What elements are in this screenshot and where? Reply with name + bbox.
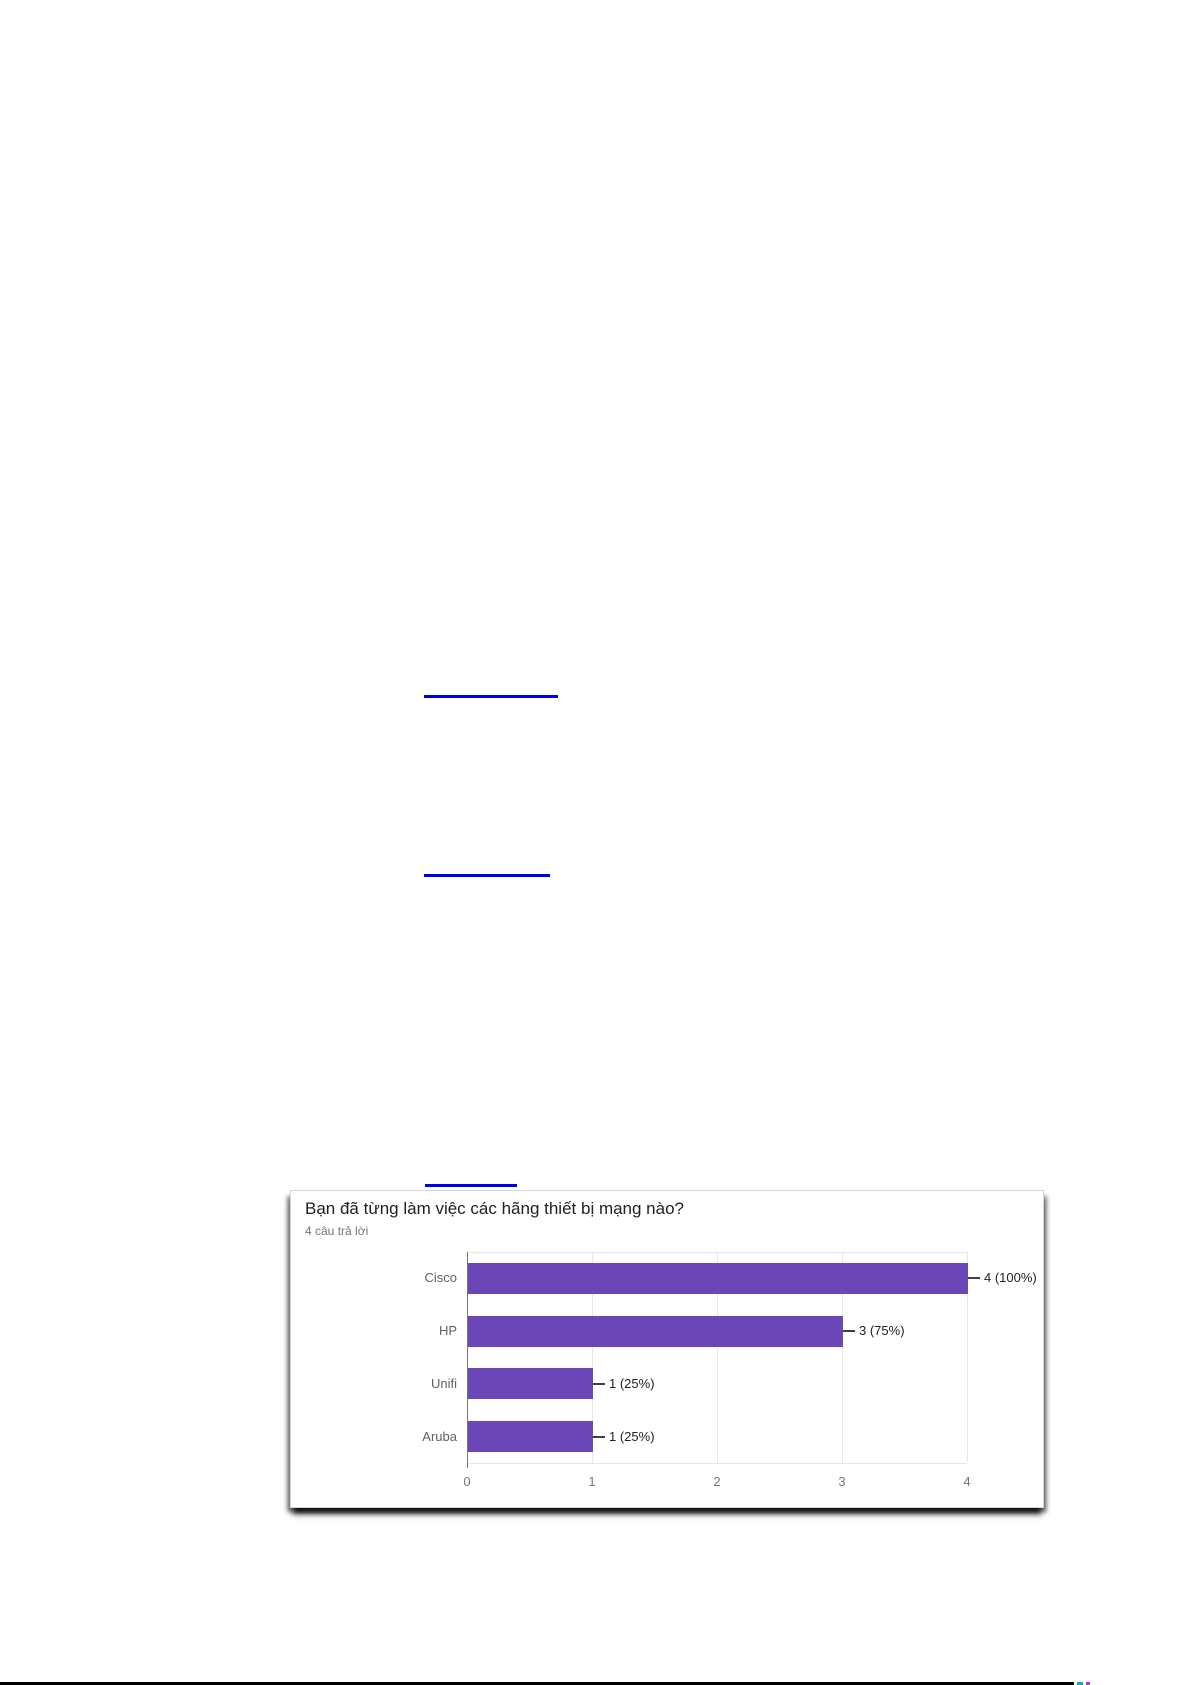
bar-unifi — [468, 1368, 593, 1400]
category-label-aruba: Aruba — [422, 1428, 457, 1444]
value-label-cisco: 4 (100%) — [984, 1270, 1037, 1286]
value-callout-line-aruba — [593, 1435, 605, 1438]
render-artifact-teal — [1077, 1682, 1083, 1685]
plot-bottom-border — [467, 1463, 967, 1464]
x-tick-label-4: 4 — [963, 1474, 971, 1489]
value-label-unifi: 1 (25%) — [609, 1375, 655, 1391]
hyperlink-1[interactable] — [424, 681, 558, 698]
bar-cisco — [468, 1262, 968, 1294]
value-callout-line-hp — [843, 1330, 855, 1333]
x-tick-label-2: 2 — [713, 1474, 721, 1489]
gridline-x2 — [717, 1252, 718, 1463]
chart-question-title: Bạn đã từng làm việc các hãng thiết bị m… — [305, 1199, 685, 1218]
gridline-x3 — [842, 1252, 843, 1463]
forms-chart-card: Bạn đã từng làm việc các hãng thiết bị m… — [290, 1190, 1044, 1508]
bar-aruba — [468, 1421, 593, 1453]
hyperlink-2[interactable] — [424, 860, 550, 877]
chart-response-count: 4 câu trả lời — [305, 1224, 369, 1238]
category-label-cisco: Cisco — [424, 1270, 457, 1286]
value-callout-line-unifi — [593, 1382, 605, 1385]
x-tick-label-0: 0 — [463, 1474, 471, 1489]
category-label-hp: HP — [438, 1323, 457, 1339]
value-callout-line-cisco — [968, 1277, 980, 1280]
value-label-aruba: 1 (25%) — [609, 1428, 655, 1444]
gridline-x4 — [967, 1252, 968, 1463]
hyperlink-3[interactable] — [425, 1170, 517, 1187]
render-artifact-purple — [1086, 1682, 1090, 1685]
page-edge-line — [0, 1682, 1074, 1685]
axis-tick-zero — [467, 1463, 468, 1468]
x-tick-label-1: 1 — [588, 1474, 596, 1489]
value-label-hp: 3 (75%) — [859, 1323, 905, 1339]
x-tick-label-3: 3 — [838, 1474, 846, 1489]
gridline-x1 — [592, 1252, 593, 1463]
y-axis-line — [467, 1252, 468, 1463]
bar-hp — [468, 1315, 843, 1347]
category-label-unifi: Unifi — [430, 1375, 457, 1391]
